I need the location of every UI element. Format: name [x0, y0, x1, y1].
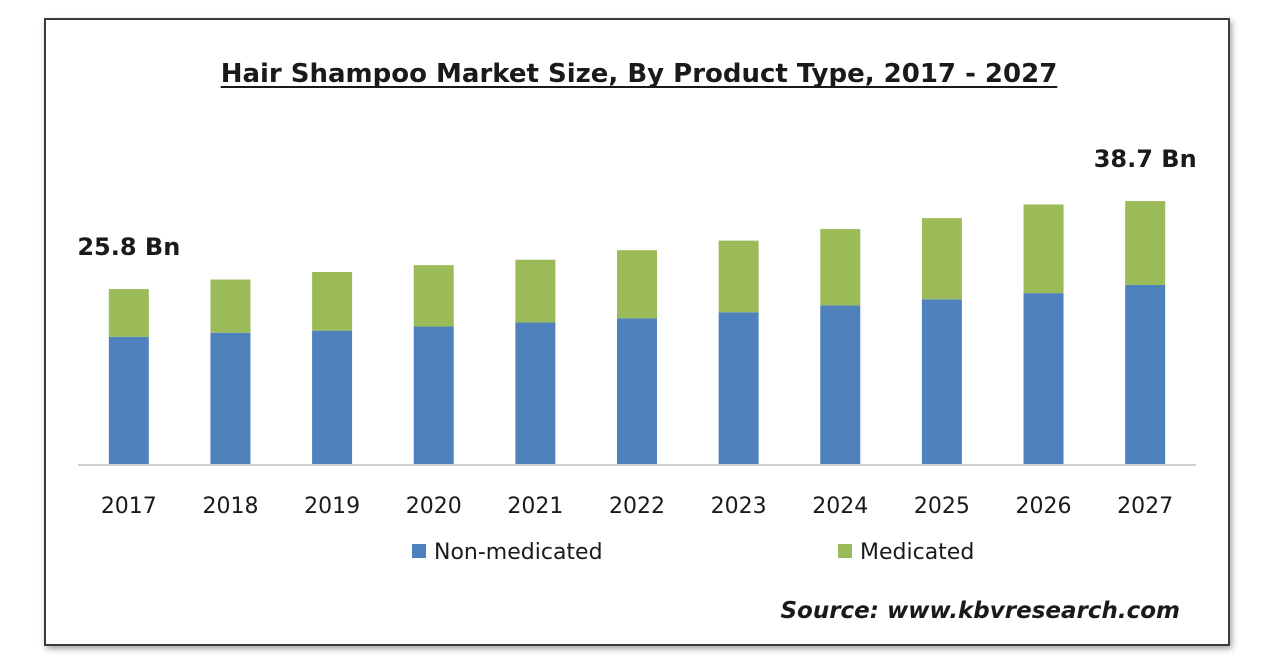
bars-group — [108, 201, 1166, 465]
bar-medicated-2017 — [108, 289, 149, 337]
bar-medicated-2024 — [820, 229, 861, 306]
legend-swatch-medicated — [838, 544, 852, 558]
bar-non-medicated-2019 — [312, 330, 353, 465]
x-tick-2025: 2025 — [914, 494, 970, 519]
legend-swatch-non-medicated — [412, 544, 426, 558]
bar-medicated-2022 — [617, 250, 657, 319]
bar-non-medicated-2025 — [921, 299, 962, 465]
bar-non-medicated-2017 — [108, 336, 149, 465]
bar-medicated-2020 — [413, 265, 454, 327]
bar-medicated-2021 — [515, 259, 556, 323]
x-tick-2024: 2024 — [812, 494, 868, 519]
annotation-2027: 38.7 Bn — [1094, 145, 1197, 173]
source-text: Source: www.kbvresearch.com — [780, 598, 1180, 624]
x-tick-2026: 2026 — [1016, 494, 1072, 519]
bar-non-medicated-2018 — [210, 332, 251, 465]
bar-non-medicated-2021 — [515, 322, 556, 465]
legend-label-non-medicated: Non-medicated — [434, 540, 603, 565]
x-tick-2022: 2022 — [609, 494, 665, 519]
x-tick-2021: 2021 — [507, 494, 563, 519]
stacked-bar-chart: Hair Shampoo Market Size, By Product Typ… — [77, 59, 1196, 624]
legend-label-medicated: Medicated — [860, 540, 974, 565]
x-tick-2020: 2020 — [406, 494, 462, 519]
bar-medicated-2025 — [921, 218, 962, 300]
x-tick-2027: 2027 — [1117, 494, 1173, 519]
x-tick-2019: 2019 — [304, 494, 360, 519]
bar-non-medicated-2027 — [1125, 284, 1166, 465]
chart-frame: Hair Shampoo Market Size, By Product Typ… — [44, 18, 1230, 646]
bar-non-medicated-2023 — [718, 312, 759, 465]
bar-non-medicated-2026 — [1023, 293, 1064, 465]
data-annotations: 25.8 Bn 38.7 Bn — [77, 145, 1196, 261]
annotation-2017: 25.8 Bn — [77, 233, 180, 261]
bar-non-medicated-2024 — [820, 305, 861, 465]
bar-medicated-2026 — [1023, 204, 1064, 294]
bar-non-medicated-2022 — [617, 318, 657, 465]
x-tick-labels: 2017 2018 2019 2020 2021 2022 2023 2024 2025 2026… — [101, 494, 1173, 519]
x-tick-2017: 2017 — [101, 494, 157, 519]
x-tick-2023: 2023 — [711, 494, 767, 519]
chart-title: Hair Shampoo Market Size, By Product Typ… — [221, 59, 1058, 89]
legend: Non-medicated Medicated — [412, 540, 974, 565]
bar-medicated-2019 — [312, 271, 353, 331]
bar-medicated-2027 — [1125, 201, 1166, 285]
bar-medicated-2023 — [718, 240, 759, 313]
bar-medicated-2018 — [210, 279, 251, 333]
bar-non-medicated-2020 — [413, 326, 454, 465]
x-tick-2018: 2018 — [202, 494, 258, 519]
